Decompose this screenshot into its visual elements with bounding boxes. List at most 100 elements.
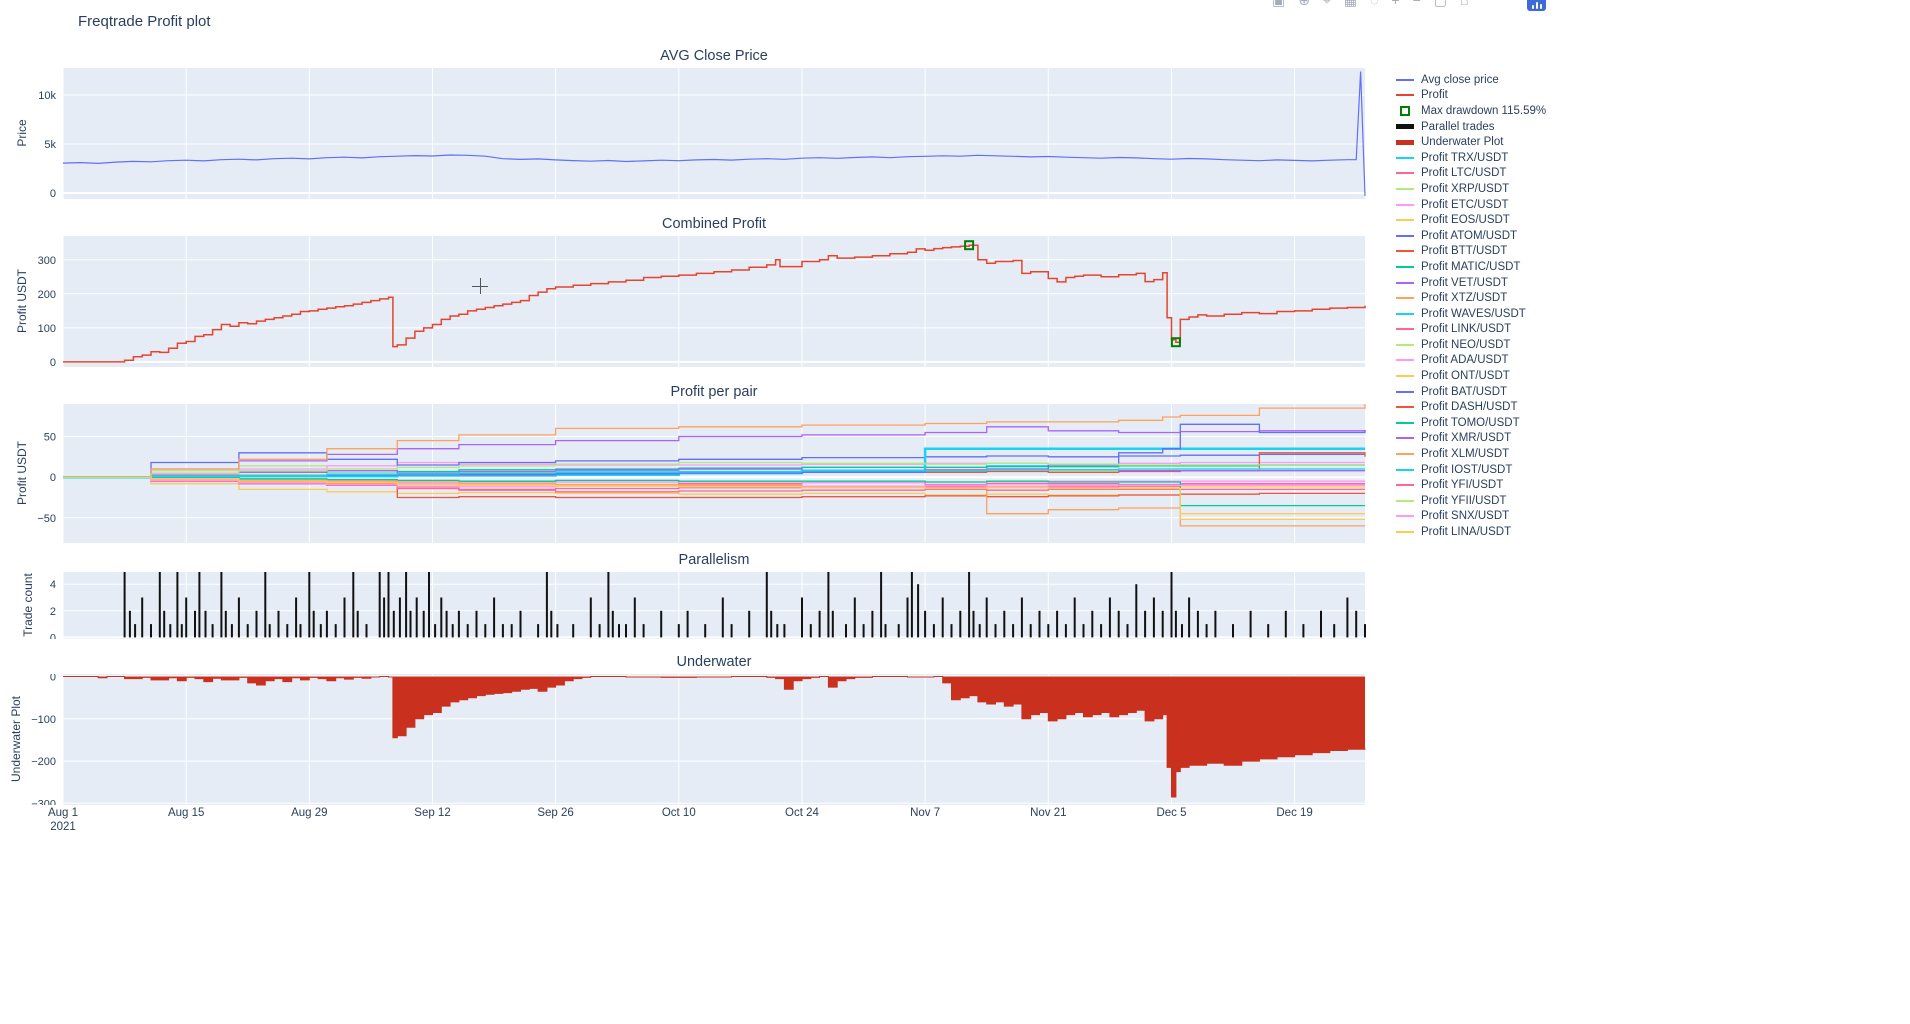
- combined-profit-plot[interactable]: 0 100 200 300: [0, 236, 1380, 367]
- legend-item-profit-lina-usdt[interactable]: Profit LINA/USDT: [1396, 524, 1546, 540]
- box-select-icon[interactable]: ▦: [1343, 0, 1358, 8]
- legend-label: Profit: [1421, 89, 1448, 102]
- legend-swatch: [1396, 219, 1414, 222]
- legend-item-profit-link-usdt[interactable]: Profit LINK/USDT: [1396, 322, 1546, 338]
- legend-item-profit-neo-usdt[interactable]: Profit NEO/USDT: [1396, 337, 1546, 353]
- legend-item-profit-xmr-usdt[interactable]: Profit XMR/USDT: [1396, 431, 1546, 447]
- legend-item-profit-xtz-usdt[interactable]: Profit XTZ/USDT: [1396, 290, 1546, 306]
- parallel-trades-bar: [1020, 597, 1023, 638]
- parallel-trades-bar: [334, 624, 337, 638]
- parallel-trades-bar: [1029, 624, 1032, 638]
- zoom-out-icon[interactable]: −: [1412, 0, 1421, 8]
- autoscale-icon[interactable]: ▢: [1433, 0, 1448, 8]
- legend-item-profit-dash-usdt[interactable]: Profit DASH/USDT: [1396, 399, 1546, 415]
- legend-item-avg-close-price[interactable]: Avg close price: [1396, 72, 1546, 88]
- legend-item-profit-etc-usdt[interactable]: Profit ETC/USDT: [1396, 197, 1546, 213]
- legend-swatch: [1396, 187, 1414, 190]
- legend-item-underwater-plot[interactable]: Underwater Plot: [1396, 134, 1546, 150]
- parallel-trades-bar: [204, 610, 207, 638]
- avg-close-price-plot[interactable]: 0 5k 10k: [0, 68, 1380, 199]
- legend-swatch: [1396, 172, 1414, 175]
- x-tick-sublabel: 2021: [50, 821, 76, 833]
- legend-item-profit[interactable]: Profit: [1396, 88, 1546, 104]
- legend-label: Profit TOMO/USDT: [1421, 416, 1520, 429]
- parallel-trades-bar: [422, 610, 425, 638]
- legend-label: Profit XRP/USDT: [1421, 182, 1510, 195]
- parallel-trades-bar: [924, 610, 927, 638]
- legend-swatch: [1396, 531, 1414, 534]
- legend-label: Underwater Plot: [1421, 136, 1504, 149]
- parallel-trades-bar: [1082, 624, 1085, 638]
- y-axis-label-price: Price: [15, 119, 29, 147]
- subplot-title-avg-close-price: AVG Close Price: [660, 48, 768, 64]
- parallel-trades-bar: [611, 610, 614, 638]
- legend-swatch: [1396, 312, 1414, 315]
- parallel-trades-bar: [618, 624, 620, 638]
- underwater-plot[interactable]: 0 −100 −200 −300: [0, 674, 1380, 805]
- legend-swatch: [1396, 406, 1414, 409]
- lasso-select-icon[interactable]: ◌: [1370, 0, 1379, 8]
- parallel-trades-bar: [445, 610, 448, 638]
- zoom-icon[interactable]: ⊕: [1298, 0, 1310, 8]
- legend-item-max-drawdown-115-59[interactable]: Max drawdown 115.59%: [1396, 103, 1546, 119]
- y-tick-label: −100: [31, 714, 56, 726]
- parallel-trades-bar: [765, 572, 768, 638]
- parallel-trades-bar: [1205, 624, 1208, 638]
- profit-per-pair-plot[interactable]: −50 0 50: [0, 404, 1380, 543]
- legend-item-profit-tomo-usdt[interactable]: Profit TOMO/USDT: [1396, 415, 1546, 431]
- parallel-trades-bar: [972, 610, 975, 638]
- y-tick-label: 200: [38, 289, 56, 301]
- parallel-trades-bar: [194, 610, 196, 638]
- parallel-trades-bar: [932, 624, 935, 638]
- legend-item-profit-eos-usdt[interactable]: Profit EOS/USDT: [1396, 212, 1546, 228]
- series-profit-lina-usdt: [63, 476, 1365, 521]
- parallel-trades-bar: [801, 597, 803, 638]
- legend-swatch: [1396, 78, 1414, 81]
- legend-item-profit-trx-usdt[interactable]: Profit TRX/USDT: [1396, 150, 1546, 166]
- legend-item-profit-ont-usdt[interactable]: Profit ONT/USDT: [1396, 368, 1546, 384]
- parallel-trades-bar: [537, 624, 540, 638]
- legend-item-profit-matic-usdt[interactable]: Profit MATIC/USDT: [1396, 259, 1546, 275]
- y-tick-label: −50: [37, 513, 56, 525]
- parallel-trades-bar: [169, 624, 172, 638]
- save-image-icon[interactable]: ▣: [1272, 0, 1286, 8]
- parallel-trades-bar: [383, 597, 386, 638]
- parallel-trades-bar: [457, 610, 460, 638]
- legend-swatch: [1396, 375, 1414, 378]
- legend-item-profit-bat-usdt[interactable]: Profit BAT/USDT: [1396, 384, 1546, 400]
- plotly-logo[interactable]: [1527, 0, 1546, 11]
- legend-swatch: [1396, 234, 1414, 237]
- max-drawdown-marker: [1170, 337, 1181, 348]
- parallel-trades-bar: [501, 624, 504, 638]
- legend-item-profit-yfi-usdt[interactable]: Profit YFI/USDT: [1396, 477, 1546, 493]
- legend-item-profit-ada-usdt[interactable]: Profit ADA/USDT: [1396, 353, 1546, 369]
- underwater-area: [63, 676, 1365, 797]
- parallel-trades-bar: [150, 624, 152, 638]
- parallel-trades-bar: [158, 572, 161, 638]
- parallel-trades-bar: [1161, 610, 1164, 638]
- legend-swatch: [1396, 250, 1414, 253]
- series-underwater-plot: [63, 676, 1366, 798]
- parallel-trades-bar: [978, 624, 981, 638]
- parallel-trades-bar: [950, 624, 953, 638]
- parallel-trades-bar: [176, 572, 179, 638]
- zoom-in-icon[interactable]: +: [1391, 0, 1400, 8]
- parallelism-plot[interactable]: 0 2 4: [0, 572, 1380, 639]
- legend-item-profit-waves-usdt[interactable]: Profit WAVES/USDT: [1396, 306, 1546, 322]
- legend-item-profit-xlm-usdt[interactable]: Profit XLM/USDT: [1396, 446, 1546, 462]
- legend-item-profit-vet-usdt[interactable]: Profit VET/USDT: [1396, 275, 1546, 291]
- legend-item-profit-atom-usdt[interactable]: Profit ATOM/USDT: [1396, 228, 1546, 244]
- legend-item-profit-ltc-usdt[interactable]: Profit LTC/USDT: [1396, 166, 1546, 182]
- legend-item-parallel-trades[interactable]: Parallel trades: [1396, 119, 1546, 135]
- pan-icon[interactable]: ⌖: [1322, 0, 1331, 8]
- parallel-trades-bar: [343, 597, 346, 638]
- reset-axes-icon[interactable]: ⌂: [1460, 0, 1469, 8]
- legend-item-profit-btt-usdt[interactable]: Profit BTT/USDT: [1396, 244, 1546, 260]
- legend-item-profit-xrp-usdt[interactable]: Profit XRP/USDT: [1396, 181, 1546, 197]
- parallel-trades-bar: [1091, 610, 1094, 638]
- legend-item-profit-snx-usdt[interactable]: Profit SNX/USDT: [1396, 509, 1546, 525]
- parallel-trades-bar: [1249, 610, 1252, 638]
- legend-item-profit-yfii-usdt[interactable]: Profit YFII/USDT: [1396, 493, 1546, 509]
- legend-item-profit-iost-usdt[interactable]: Profit IOST/USDT: [1396, 462, 1546, 478]
- parallel-trades-bar: [428, 572, 430, 638]
